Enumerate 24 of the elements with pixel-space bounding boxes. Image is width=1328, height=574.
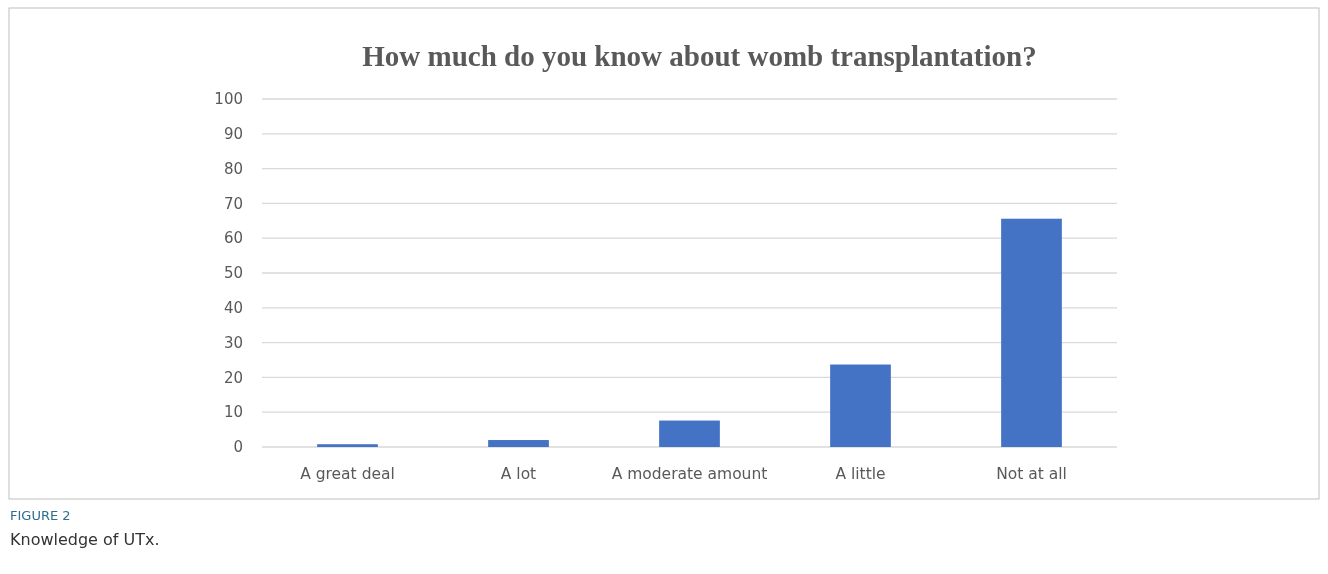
bar <box>830 364 891 447</box>
bar <box>317 444 378 447</box>
y-tick-label: 100 <box>214 90 243 109</box>
x-tick-label: A little <box>835 465 886 483</box>
y-tick-label: 20 <box>223 368 243 387</box>
x-tick-label: Not at all <box>996 465 1067 483</box>
x-tick-label: A lot <box>500 465 537 483</box>
y-tick-label: 30 <box>223 333 243 352</box>
x-tick-label: A moderate amount <box>611 465 768 483</box>
y-tick-label: 60 <box>223 229 243 248</box>
y-tick-label: 90 <box>223 125 243 144</box>
y-tick-label: 0 <box>233 438 243 457</box>
caption: FIGURE 2 <box>10 508 71 523</box>
bar <box>1001 218 1062 447</box>
y-tick-label: 10 <box>223 403 243 422</box>
y-tick-label: 70 <box>223 194 243 213</box>
y-tick-label: 80 <box>223 159 243 178</box>
x-tick-label: A great deal <box>300 465 395 483</box>
y-tick-label: 40 <box>223 299 243 318</box>
bar <box>659 420 720 447</box>
y-tick-label: 50 <box>223 264 243 283</box>
chart-title: How much do you know about womb transplantation? <box>362 40 1037 72</box>
bar <box>488 440 549 447</box>
text: Knowledge of UTx. <box>10 530 160 549</box>
